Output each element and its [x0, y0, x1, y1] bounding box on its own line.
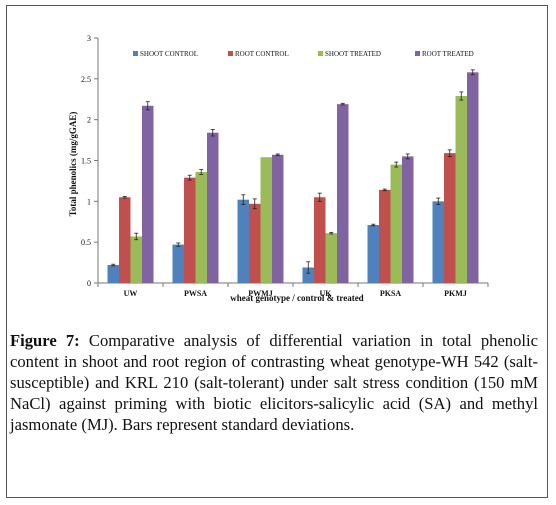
x-tick-label: UW — [124, 289, 138, 298]
bar — [367, 225, 379, 283]
legend-swatch — [415, 51, 420, 56]
y-tick-label: 1.5 — [81, 157, 91, 166]
bar — [314, 197, 326, 283]
bar — [337, 104, 349, 284]
y-axis-label: Total phenolics (mg/gGAE) — [68, 112, 78, 217]
legend: SHOOT CONTROL ROOT CONTROL SHOOT TREATED RO… — [133, 50, 474, 58]
bar — [390, 164, 402, 283]
figure-label: Figure 7: — [10, 331, 80, 350]
legend-label: SHOOT TREATED — [325, 50, 381, 58]
bar — [237, 199, 249, 283]
bar — [444, 153, 456, 283]
bars — [107, 69, 479, 284]
bar — [172, 244, 184, 283]
bar — [432, 201, 444, 283]
y-tick-label: 0 — [87, 279, 91, 288]
bar — [379, 189, 391, 283]
figure-caption: Figure 7: Comparative analysis of differ… — [10, 330, 538, 435]
legend-swatch — [133, 51, 138, 56]
bar — [467, 72, 479, 283]
x-tick-label: PWSA — [184, 289, 207, 298]
legend-label: SHOOT CONTROL — [140, 50, 198, 58]
bar — [195, 171, 207, 283]
y-tick-label: 1 — [87, 197, 91, 206]
x-axis: UW PWSA PWMJ UK PKSA PKMJ — [97, 282, 489, 298]
bar — [402, 156, 414, 283]
bar — [130, 236, 142, 283]
x-axis-label: wheat genotype / control & treated — [230, 293, 363, 303]
bar — [142, 105, 154, 284]
legend-swatch — [318, 51, 323, 56]
y-axis: 0 0.5 1 1.5 2 2.5 3 — [81, 34, 99, 288]
bar — [302, 267, 314, 283]
bar — [455, 95, 467, 283]
y-tick-label: 2 — [87, 116, 91, 125]
bar — [119, 197, 131, 283]
bar — [249, 203, 261, 283]
x-tick-label: PKSA — [380, 289, 402, 298]
legend-label: ROOT CONTROL — [235, 50, 289, 58]
x-tick-label: PKMJ — [444, 289, 467, 298]
legend-swatch — [228, 51, 233, 56]
bar — [272, 154, 284, 283]
bar — [184, 177, 196, 283]
bar — [107, 265, 119, 283]
figure-caption-text: Comparative analysis of differential var… — [10, 331, 538, 434]
y-tick-label: 0.5 — [81, 238, 91, 247]
legend-label: ROOT TREATED — [422, 50, 474, 58]
bar — [325, 233, 337, 283]
y-tick-label: 3 — [87, 34, 91, 43]
y-tick-label: 2.5 — [81, 75, 91, 84]
bar — [260, 157, 272, 283]
bar — [207, 132, 219, 283]
x-tick-label: UK — [320, 289, 333, 298]
x-tick-label: PWMJ — [248, 289, 272, 298]
bar-chart: SHOOT CONTROL ROOT CONTROL SHOOT TREATED RO… — [68, 34, 489, 303]
